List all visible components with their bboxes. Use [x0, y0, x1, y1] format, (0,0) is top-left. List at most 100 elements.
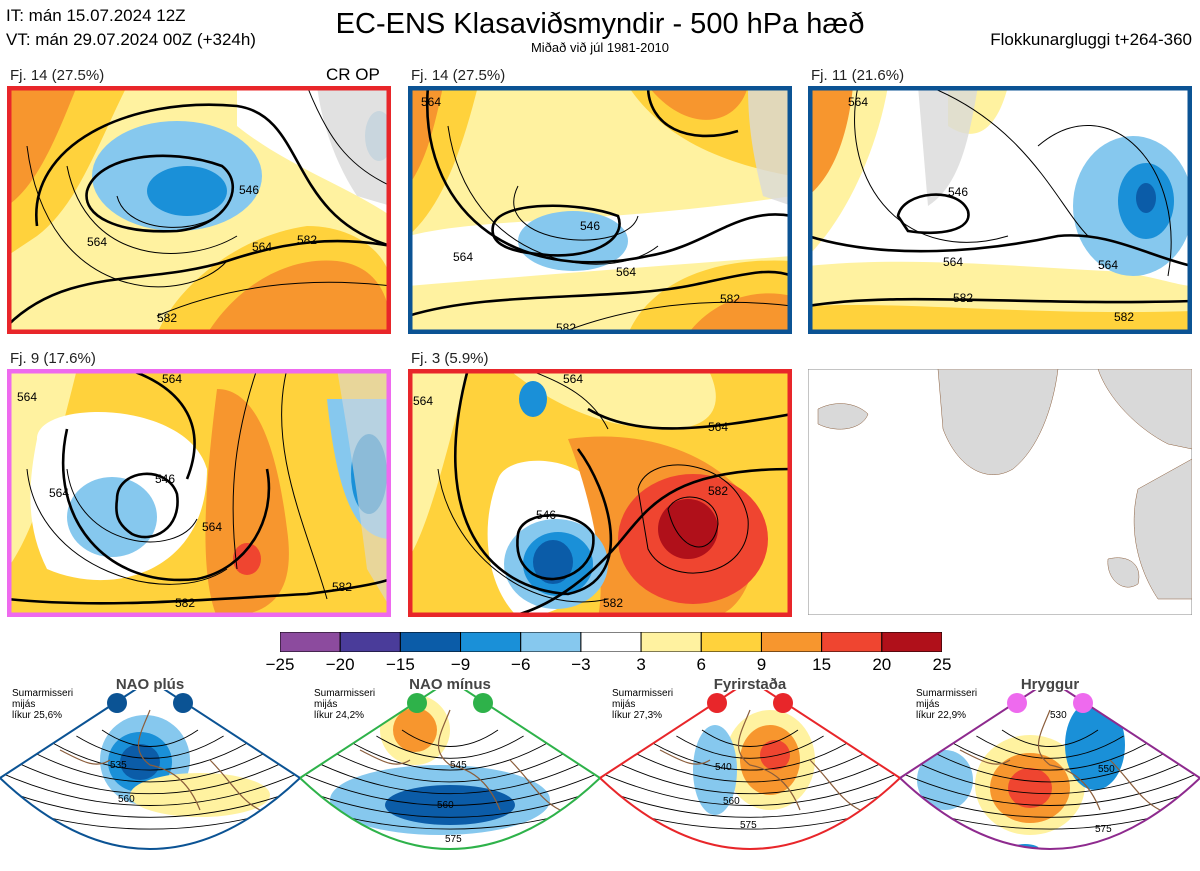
colorbar-tick-label: −25	[265, 655, 295, 674]
contour-label: 564	[202, 520, 222, 534]
colorbar-tick-label: 9	[756, 655, 767, 674]
contour-label: 564	[421, 95, 441, 109]
colorbar-tick-label: 20	[872, 655, 892, 674]
colorbar-tick-label: −9	[450, 655, 471, 674]
regime-title: NAO plús	[115, 676, 185, 693]
regime-contour-label: 575	[740, 820, 757, 831]
valid-time: VT: mán 29.07.2024 00Z (+324h)	[6, 30, 256, 49]
contour-label: 564	[1098, 258, 1118, 272]
regime-contour-label: 575	[445, 834, 462, 845]
regime-map: 545 560 575	[300, 690, 600, 850]
regime-marker-dot	[1073, 693, 1093, 713]
contour-label: 564	[87, 235, 107, 249]
colorbar-tick-label: 3	[636, 655, 646, 674]
regime-title: Fyrirstaða	[713, 676, 787, 693]
contour-label: 582	[720, 292, 740, 306]
colorbar-swatch	[700, 631, 762, 653]
regime-marker-dot	[407, 693, 427, 713]
contour-label: 582	[708, 484, 728, 498]
regime-marker-dot	[473, 693, 493, 713]
regime-note: Sumarmisseri mijás líkur 22,9%	[916, 688, 978, 721]
contour-label: 564	[413, 394, 433, 408]
contour-label: 582	[157, 311, 177, 325]
regime-fan-outline	[600, 690, 900, 850]
page-subtitle: Miðað við júl 1981-2010	[530, 40, 670, 55]
regime-title: NAO mínus	[409, 676, 491, 693]
cluster-map-2[interactable]: 564 546 564 564 582 582	[408, 86, 792, 334]
regime-contour-label: 545	[450, 760, 467, 771]
regime-contour-label: 560	[437, 800, 454, 811]
regime-marker-dot	[707, 693, 727, 713]
crop-label: CR OP	[326, 65, 380, 84]
colorbar-swatch	[580, 631, 642, 653]
contour-label: 564	[848, 95, 868, 109]
colorbar-swatch	[640, 631, 702, 653]
empty-basemap	[808, 369, 1192, 615]
contour-label: 564	[252, 240, 272, 254]
contour-label: 564	[708, 420, 728, 434]
contour-label: 546	[155, 472, 175, 486]
colorbar-swatch	[399, 631, 462, 653]
regime-contour-label: 575	[1095, 824, 1112, 835]
regime-note: Sumarmisseri mijás líkur 24,2%	[314, 688, 376, 721]
colorbar-swatch	[821, 631, 883, 653]
regime-contour-label: 560	[723, 796, 740, 807]
regime-note: Sumarmisseri mijás líkur 27,3%	[612, 688, 674, 721]
colorbar-swatch	[279, 631, 341, 653]
regime-marker-dot	[773, 693, 793, 713]
contour-label: 582	[1114, 310, 1134, 324]
cluster-map-5[interactable]: 564 564 564 546 582 582	[408, 369, 792, 617]
colorbar-swatch	[881, 631, 943, 653]
colorbar-swatch	[460, 631, 522, 653]
cluster-map-1[interactable]: 546 564 564 582 582	[7, 86, 391, 334]
regime-marker-dot	[173, 693, 193, 713]
colorbar-tick-label: 6	[696, 655, 706, 674]
colorbar-tick-label: −20	[325, 655, 355, 674]
contour-label: 546	[239, 183, 259, 197]
colorbar-tick-label: 25	[932, 655, 952, 674]
contour-label: 582	[603, 596, 623, 610]
contour-label: 582	[332, 580, 352, 594]
regime-marker-dot	[107, 693, 127, 713]
classification-window: Flokkunargluggi t+264-360	[990, 30, 1192, 49]
colorbar-swatch	[760, 631, 823, 653]
contour-label: 582	[297, 233, 317, 247]
contour-label: 564	[616, 265, 636, 279]
contour-label: 546	[536, 508, 556, 522]
init-time: IT: mán 15.07.2024 12Z	[6, 6, 186, 25]
regime-contour-label: 530	[1050, 710, 1067, 721]
regime-map: 540 560 575	[600, 690, 900, 850]
panel-label: Fj. 9 (17.6%)	[10, 350, 96, 367]
regime-fan-outline	[300, 690, 600, 850]
regime-title: Hryggur	[1020, 676, 1080, 693]
contour-label: 564	[943, 255, 963, 269]
colorbar	[279, 631, 943, 653]
panel-label: Fj. 3 (5.9%)	[411, 350, 489, 367]
contour-label: 546	[580, 219, 600, 233]
regime-contour-label: 540	[715, 762, 732, 773]
regime-map: 535 560	[0, 690, 300, 850]
regime-note: Sumarmisseri mijás líkur 25,6%	[12, 688, 74, 721]
contour-label: 564	[453, 250, 473, 264]
contour-label: 582	[953, 291, 973, 305]
colorbar-tick-label: −3	[571, 655, 591, 674]
panel-label: Fj. 11 (21.6%)	[811, 67, 905, 84]
regime-contour-label: 550	[1098, 764, 1115, 775]
colorbar-tick-label: −6	[511, 655, 531, 674]
regime-fan-outline	[0, 690, 300, 850]
colorbar-tick-label: −15	[385, 655, 415, 674]
regime-contour-label: 560	[118, 794, 135, 805]
colorbar-swatch	[520, 631, 582, 653]
cluster-map-3[interactable]: 564 546 564 564 582 582	[808, 86, 1192, 334]
page-title: EC-ENS Klasaviðsmyndir - 500 hPa hæð	[335, 8, 865, 40]
contour-label: 546	[948, 185, 968, 199]
regime-map: 530 550 575	[900, 690, 1200, 850]
contour-label: 564	[17, 390, 37, 404]
colorbar-swatch	[339, 631, 401, 653]
header-times: IT: mán 15.07.2024 12Z VT: mán 29.07.202…	[6, 4, 256, 52]
regime-marker-dot	[1007, 693, 1027, 713]
panel-label: Fj. 14 (27.5%)	[411, 67, 506, 84]
cluster-map-4[interactable]: 564 564 546 564 564 582 582	[7, 369, 391, 617]
panel-label: Fj. 14 (27.5%)	[10, 67, 105, 84]
contour-label: 564	[49, 486, 69, 500]
